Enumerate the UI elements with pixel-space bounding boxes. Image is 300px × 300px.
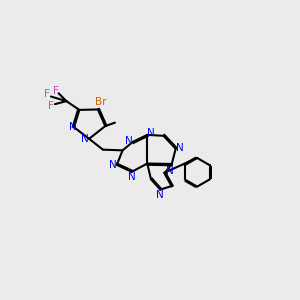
Text: N: N	[109, 160, 116, 170]
Text: F: F	[44, 89, 50, 99]
Text: F: F	[52, 86, 59, 96]
Text: N: N	[147, 128, 154, 138]
Text: N: N	[176, 142, 184, 153]
Text: F: F	[48, 101, 54, 111]
Text: N: N	[81, 134, 89, 144]
Text: N: N	[166, 166, 173, 176]
Text: N: N	[156, 190, 164, 200]
Text: N: N	[69, 122, 77, 132]
Text: N: N	[128, 172, 136, 182]
Text: Br: Br	[95, 97, 106, 107]
Text: N: N	[125, 136, 133, 146]
